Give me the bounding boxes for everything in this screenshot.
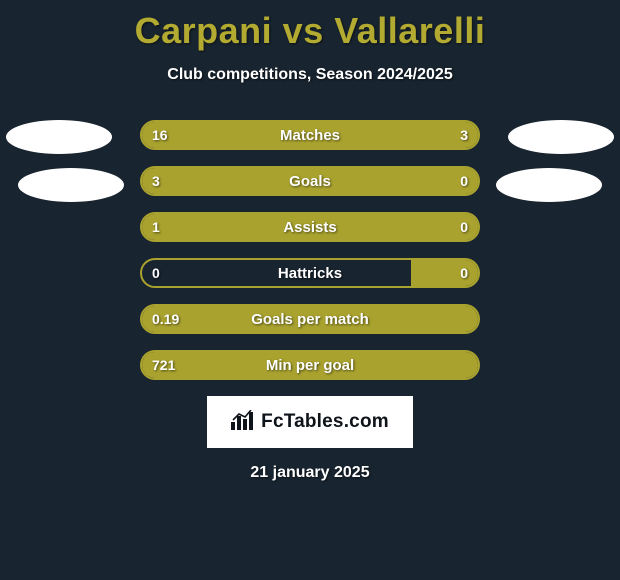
- bar-left: [142, 122, 404, 148]
- bar-track: Goals per match: [140, 304, 480, 334]
- stat-row-goals: Goals 3 0: [0, 166, 620, 196]
- bar-left: [142, 306, 478, 332]
- stat-row-assists: Assists 1 0: [0, 212, 620, 242]
- stat-row-goals-per-match: Goals per match 0.19: [0, 304, 620, 334]
- stat-row-min-per-goal: Min per goal 721: [0, 350, 620, 380]
- logo-box: FcTables.com: [207, 396, 413, 448]
- value-left: 0.19: [152, 304, 179, 334]
- bar-track: Assists: [140, 212, 480, 242]
- chart-icon: [231, 410, 257, 435]
- stat-row-matches: Matches 16 3: [0, 120, 620, 150]
- value-left: 0: [152, 258, 160, 288]
- bar-track: Matches: [140, 120, 480, 150]
- value-left: 721: [152, 350, 175, 380]
- bar-track: Goals: [140, 166, 480, 196]
- value-right: 0: [460, 166, 468, 196]
- bar-track: Min per goal: [140, 350, 480, 380]
- value-right: 0: [460, 212, 468, 242]
- subtitle: Club competitions, Season 2024/2025: [0, 66, 620, 84]
- value-left: 1: [152, 212, 160, 242]
- page-title: Carpani vs Vallarelli: [0, 0, 620, 52]
- stat-row-hattricks: Hattricks 0 0: [0, 258, 620, 288]
- bar-track: Hattricks: [140, 258, 480, 288]
- logo-text: FcTables.com: [261, 411, 389, 433]
- comparison-rows: Matches 16 3 Goals 3 0 Assists 1 0 Hattr…: [0, 120, 620, 380]
- value-left: 16: [152, 120, 168, 150]
- value-right: 0: [460, 258, 468, 288]
- date-label: 21 january 2025: [0, 464, 620, 482]
- bar-left: [142, 352, 478, 378]
- value-left: 3: [152, 166, 160, 196]
- value-right: 3: [460, 120, 468, 150]
